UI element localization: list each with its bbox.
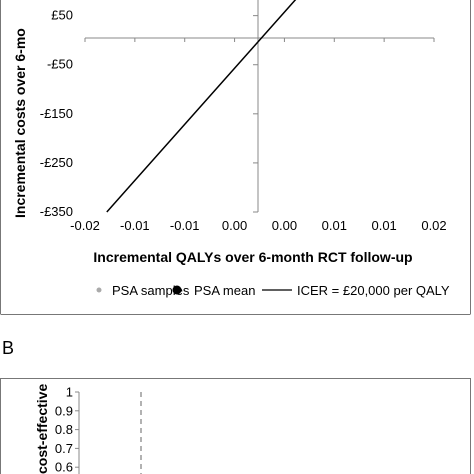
panel-a-x-ticks: -0.02 -0.01 -0.01 0.00 0.00 0.01 0.01 0.02 xyxy=(70,38,447,233)
panel-a-legend: PSA samples PSA mean ICER = £20,000 per … xyxy=(96,283,450,298)
legend-psa-mean-label: PSA mean xyxy=(194,283,255,298)
panel-b-y-tick-label: 0.6 xyxy=(55,460,73,474)
legend-psa-samples-marker xyxy=(96,287,102,293)
panel-a-x-tick-label: 0.01 xyxy=(371,218,396,233)
panel-a-x-tick-label: -0.01 xyxy=(120,218,150,233)
panel-a-x-tick-label: -0.02 xyxy=(70,218,100,233)
panel-b-y-tick-label: 0.9 xyxy=(55,403,73,418)
panel-a-x-tick-label: -0.01 xyxy=(170,218,200,233)
panel-a: £50 -£50 -£150 -£250 -£350 -0.02 -0.01 -0.01 0.… xyxy=(0,0,471,315)
panel-a-x-tick-label: 0.01 xyxy=(322,218,347,233)
panel-a-y-tick-label: -£350 xyxy=(40,204,73,219)
panel-a-y-tick-label: -£250 xyxy=(40,155,73,170)
panel-b-y-tick-label: 1 xyxy=(66,385,73,400)
panel-a-y-axis-title: Incremental costs over 6-mo xyxy=(12,28,28,218)
panel-b-y-tick-label: 0.7 xyxy=(55,441,73,456)
legend-psa-samples-label: PSA samples xyxy=(112,283,190,298)
panel-a-x-tick-label: 0.00 xyxy=(222,218,247,233)
panel-b-label: B xyxy=(2,338,14,358)
panel-b-y-axis-title: cost-effective xyxy=(34,384,50,474)
panel-b-y-ticks: 1 0.9 0.8 0.7 0.6 xyxy=(55,385,79,474)
panel-a-x-tick-label: 0.00 xyxy=(272,218,297,233)
panel-a-x-tick-label: 0.02 xyxy=(421,218,446,233)
legend-icer-label: ICER = £20,000 per QALY xyxy=(297,283,450,298)
panel-a-y-ticks: £50 -£50 -£150 -£250 -£350 xyxy=(40,8,258,219)
panel-b-y-tick-label: 0.8 xyxy=(55,422,73,437)
panel-a-x-axis-title: Incremental QALYs over 6-month RCT follo… xyxy=(93,249,412,265)
legend-psa-mean-marker xyxy=(172,285,182,295)
icer-threshold-line xyxy=(106,0,297,213)
panel-b: B 1 0.9 0.8 0.7 0.6 cost-effective xyxy=(0,338,471,474)
panel-a-y-tick-label: -£50 xyxy=(47,57,73,72)
panel-a-series xyxy=(106,0,297,213)
panel-a-y-tick-label: £50 xyxy=(51,8,73,23)
panel-a-y-tick-label: -£150 xyxy=(40,106,73,121)
